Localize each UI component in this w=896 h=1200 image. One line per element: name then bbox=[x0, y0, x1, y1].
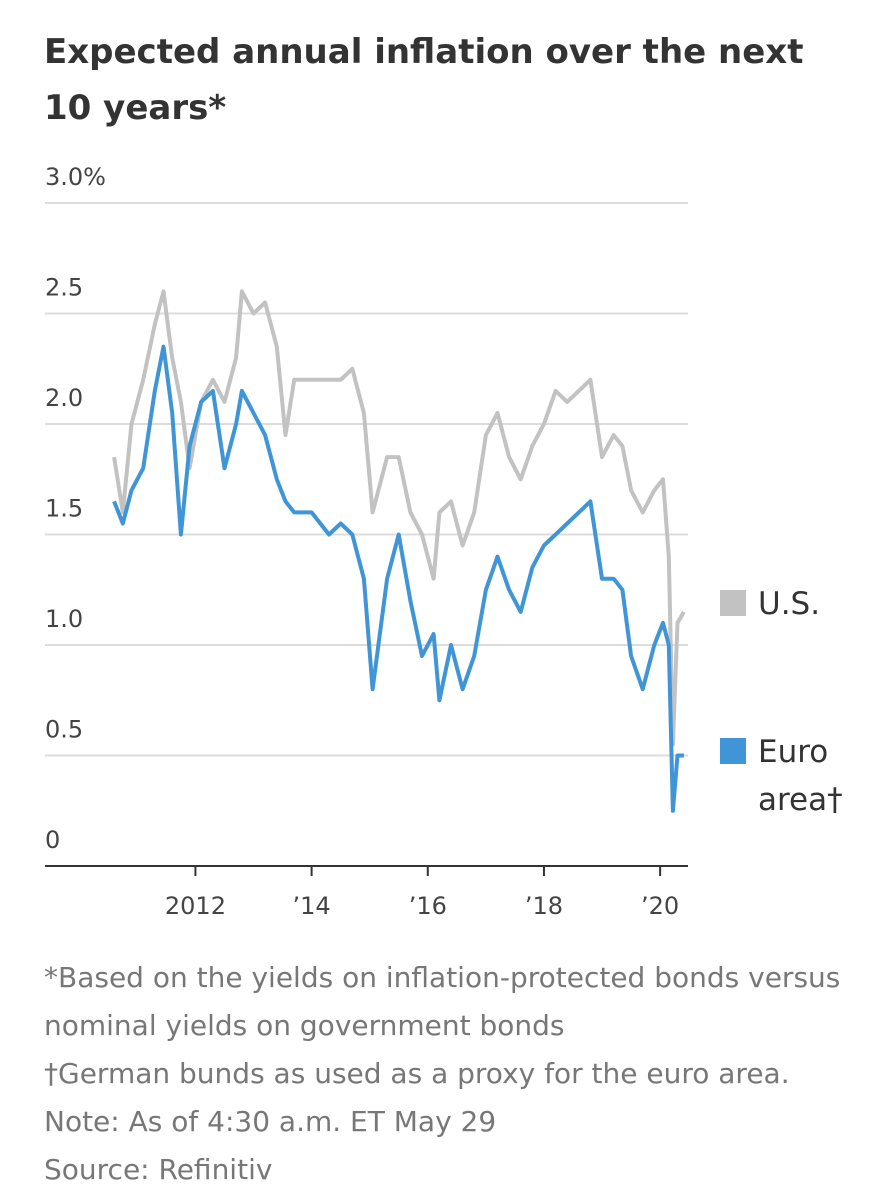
legend-label: U.S. bbox=[758, 586, 821, 622]
x-tick-label: ’16 bbox=[409, 892, 447, 920]
footnote: †German bunds as used as a proxy for the… bbox=[44, 1057, 790, 1090]
y-tick-label: 2.0 bbox=[45, 384, 83, 412]
x-tick-label: ’18 bbox=[525, 892, 563, 920]
notes: *Based on the yields on inflation-protec… bbox=[44, 954, 864, 1194]
x-tick-label: ’14 bbox=[293, 892, 331, 920]
legend: U.S. Euro area† bbox=[720, 580, 870, 924]
chart-title: Expected annual inflation over the next … bbox=[44, 32, 804, 128]
y-tick-label: 1.0 bbox=[45, 605, 83, 633]
legend-item: Euro area† bbox=[720, 728, 870, 824]
legend-item: U.S. bbox=[720, 580, 870, 628]
y-tick-label: 1.5 bbox=[45, 495, 83, 523]
x-tick-label: 2012 bbox=[165, 892, 226, 920]
y-tick-label: 2.5 bbox=[45, 274, 83, 302]
chart: 0 0.5 1.0 1.5 2.0 2.5 3.0% 2012 ’14 ’16 ’18 ’20 bbox=[45, 163, 688, 920]
series-line bbox=[112, 344, 684, 813]
footnote: *Based on the yields on inflation-protec… bbox=[44, 961, 841, 1042]
footnote: Note: As of 4:30 a.m. ET May 29 bbox=[44, 1105, 497, 1138]
legend-label: Euro area† bbox=[758, 734, 843, 818]
footnote: Source: Refinitiv bbox=[44, 1153, 273, 1186]
legend-swatch bbox=[720, 738, 746, 764]
legend-swatch bbox=[720, 590, 746, 616]
x-tick-label: ’20 bbox=[641, 892, 679, 920]
y-tick-label: 3.0% bbox=[45, 163, 106, 191]
y-tick-label: 0.5 bbox=[45, 716, 83, 744]
y-tick-label: 0 bbox=[45, 826, 60, 854]
series-line bbox=[112, 289, 686, 747]
